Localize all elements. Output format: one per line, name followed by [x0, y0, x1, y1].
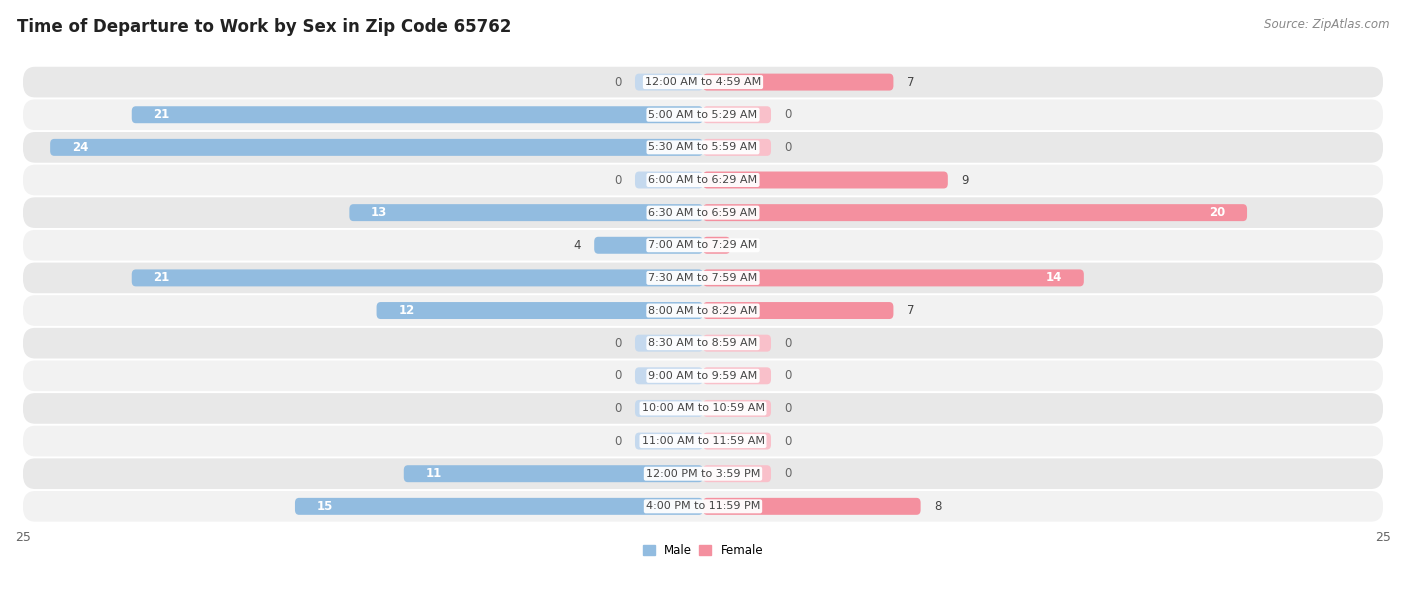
Text: 8:30 AM to 8:59 AM: 8:30 AM to 8:59 AM [648, 338, 758, 348]
Text: 7:30 AM to 7:59 AM: 7:30 AM to 7:59 AM [648, 273, 758, 283]
FancyBboxPatch shape [703, 400, 770, 417]
Text: 15: 15 [316, 500, 333, 513]
FancyBboxPatch shape [703, 139, 770, 156]
Text: 24: 24 [72, 141, 89, 154]
FancyBboxPatch shape [132, 106, 703, 123]
Text: 0: 0 [614, 173, 621, 187]
Text: 8:00 AM to 8:29 AM: 8:00 AM to 8:29 AM [648, 305, 758, 315]
Text: 0: 0 [614, 75, 621, 89]
FancyBboxPatch shape [22, 263, 1384, 293]
FancyBboxPatch shape [22, 165, 1384, 195]
Text: 12: 12 [398, 304, 415, 317]
FancyBboxPatch shape [636, 172, 703, 188]
Text: 4:00 PM to 11:59 PM: 4:00 PM to 11:59 PM [645, 501, 761, 511]
FancyBboxPatch shape [22, 491, 1384, 522]
FancyBboxPatch shape [22, 132, 1384, 163]
FancyBboxPatch shape [703, 432, 770, 450]
FancyBboxPatch shape [22, 393, 1384, 424]
Text: 0: 0 [785, 369, 792, 383]
FancyBboxPatch shape [636, 74, 703, 90]
Text: 1: 1 [744, 239, 751, 252]
Text: 11: 11 [426, 467, 441, 480]
FancyBboxPatch shape [636, 367, 703, 384]
FancyBboxPatch shape [22, 459, 1384, 489]
FancyBboxPatch shape [22, 67, 1384, 97]
FancyBboxPatch shape [703, 270, 1084, 286]
FancyBboxPatch shape [22, 361, 1384, 391]
Text: 13: 13 [371, 206, 388, 219]
FancyBboxPatch shape [703, 106, 770, 123]
Text: Time of Departure to Work by Sex in Zip Code 65762: Time of Departure to Work by Sex in Zip … [17, 18, 512, 36]
FancyBboxPatch shape [22, 197, 1384, 228]
FancyBboxPatch shape [349, 204, 703, 221]
Text: 5:00 AM to 5:29 AM: 5:00 AM to 5:29 AM [648, 110, 758, 120]
FancyBboxPatch shape [22, 295, 1384, 326]
FancyBboxPatch shape [636, 334, 703, 352]
Text: 9: 9 [962, 173, 969, 187]
FancyBboxPatch shape [22, 426, 1384, 456]
Text: 0: 0 [785, 337, 792, 350]
FancyBboxPatch shape [377, 302, 703, 319]
Text: 0: 0 [785, 467, 792, 480]
Text: 0: 0 [614, 337, 621, 350]
Text: Source: ZipAtlas.com: Source: ZipAtlas.com [1264, 18, 1389, 31]
Text: 4: 4 [574, 239, 581, 252]
FancyBboxPatch shape [703, 74, 893, 90]
FancyBboxPatch shape [703, 237, 730, 254]
FancyBboxPatch shape [22, 230, 1384, 261]
Text: 21: 21 [153, 108, 170, 121]
Text: 14: 14 [1046, 271, 1062, 285]
FancyBboxPatch shape [703, 334, 770, 352]
FancyBboxPatch shape [404, 465, 703, 482]
FancyBboxPatch shape [132, 270, 703, 286]
FancyBboxPatch shape [51, 139, 703, 156]
FancyBboxPatch shape [636, 432, 703, 450]
FancyBboxPatch shape [703, 204, 1247, 221]
Text: 8: 8 [934, 500, 942, 513]
Text: 0: 0 [785, 402, 792, 415]
Text: 0: 0 [614, 435, 621, 447]
FancyBboxPatch shape [595, 237, 703, 254]
Legend: Male, Female: Male, Female [638, 539, 768, 562]
FancyBboxPatch shape [636, 400, 703, 417]
FancyBboxPatch shape [22, 99, 1384, 130]
Text: 7: 7 [907, 304, 914, 317]
Text: 7:00 AM to 7:29 AM: 7:00 AM to 7:29 AM [648, 240, 758, 250]
Text: 10:00 AM to 10:59 AM: 10:00 AM to 10:59 AM [641, 403, 765, 413]
Text: 7: 7 [907, 75, 914, 89]
FancyBboxPatch shape [703, 172, 948, 188]
FancyBboxPatch shape [703, 367, 770, 384]
Text: 6:30 AM to 6:59 AM: 6:30 AM to 6:59 AM [648, 208, 758, 217]
Text: 12:00 AM to 4:59 AM: 12:00 AM to 4:59 AM [645, 77, 761, 87]
Text: 20: 20 [1209, 206, 1225, 219]
Text: 11:00 AM to 11:59 AM: 11:00 AM to 11:59 AM [641, 436, 765, 446]
Text: 6:00 AM to 6:29 AM: 6:00 AM to 6:29 AM [648, 175, 758, 185]
FancyBboxPatch shape [703, 465, 770, 482]
Text: 9:00 AM to 9:59 AM: 9:00 AM to 9:59 AM [648, 371, 758, 381]
FancyBboxPatch shape [703, 302, 893, 319]
FancyBboxPatch shape [703, 498, 921, 515]
FancyBboxPatch shape [22, 328, 1384, 359]
Text: 0: 0 [614, 369, 621, 383]
Text: 0: 0 [785, 435, 792, 447]
Text: 0: 0 [614, 402, 621, 415]
Text: 21: 21 [153, 271, 170, 285]
FancyBboxPatch shape [295, 498, 703, 515]
Text: 12:00 PM to 3:59 PM: 12:00 PM to 3:59 PM [645, 469, 761, 479]
Text: 0: 0 [785, 141, 792, 154]
Text: 5:30 AM to 5:59 AM: 5:30 AM to 5:59 AM [648, 143, 758, 153]
Text: 0: 0 [785, 108, 792, 121]
